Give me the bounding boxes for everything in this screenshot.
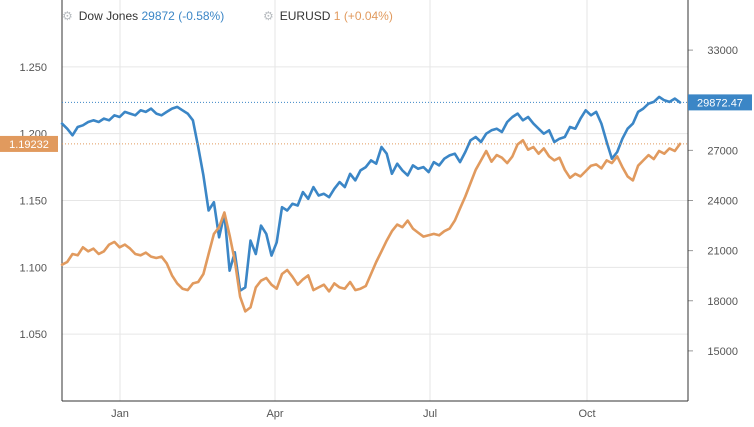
right-axis-tick-label: 24000 xyxy=(707,196,738,208)
series-line-dow-jones xyxy=(60,95,682,293)
last-value-badge xyxy=(0,135,58,152)
legend-item-dow-jones[interactable]: ⚙ Dow Jones 29872 (-0.58%) xyxy=(62,9,224,23)
gear-icon[interactable]: ⚙ xyxy=(263,9,274,23)
last-value-badge-text: 29872.47 xyxy=(697,97,743,109)
right-axis-tick-label: 21000 xyxy=(707,246,738,258)
x-axis-tick-label: Jul xyxy=(423,408,437,420)
left-axis-tick-label: 1.250 xyxy=(19,62,47,74)
right-axis-tick-label: 33000 xyxy=(707,45,738,57)
legend-series-value: 1 xyxy=(333,9,341,23)
x-axis-tick-label: Oct xyxy=(578,408,595,420)
legend-series-change: (+0.04%) xyxy=(343,9,393,23)
right-axis-tick-label: 27000 xyxy=(707,145,738,157)
last-value-badge-text: 1.19232 xyxy=(9,139,49,151)
legend-item-eurusd[interactable]: ⚙ EURUSD 1 (+0.04%) xyxy=(263,9,393,23)
legend-series-name: Dow Jones xyxy=(78,9,139,23)
gear-icon[interactable]: ⚙ xyxy=(62,9,73,23)
x-axis-tick-label: Jan xyxy=(111,408,129,420)
series-line-eurusd xyxy=(60,139,682,313)
legend-series-change: (-0.58%) xyxy=(178,9,225,23)
left-axis-tick-label: 1.050 xyxy=(19,329,47,341)
legend-series-name: EURUSD xyxy=(279,9,331,23)
left-axis-tick-label: 1.100 xyxy=(19,262,47,274)
last-value-badge xyxy=(688,94,752,111)
right-axis-tick-label: 18000 xyxy=(707,296,738,308)
legend-series-value: 29872 xyxy=(141,9,175,23)
x-axis-tick-label: Apr xyxy=(266,408,283,420)
right-axis-tick-label: 15000 xyxy=(707,346,738,358)
left-axis-tick-label: 1.150 xyxy=(19,196,47,208)
